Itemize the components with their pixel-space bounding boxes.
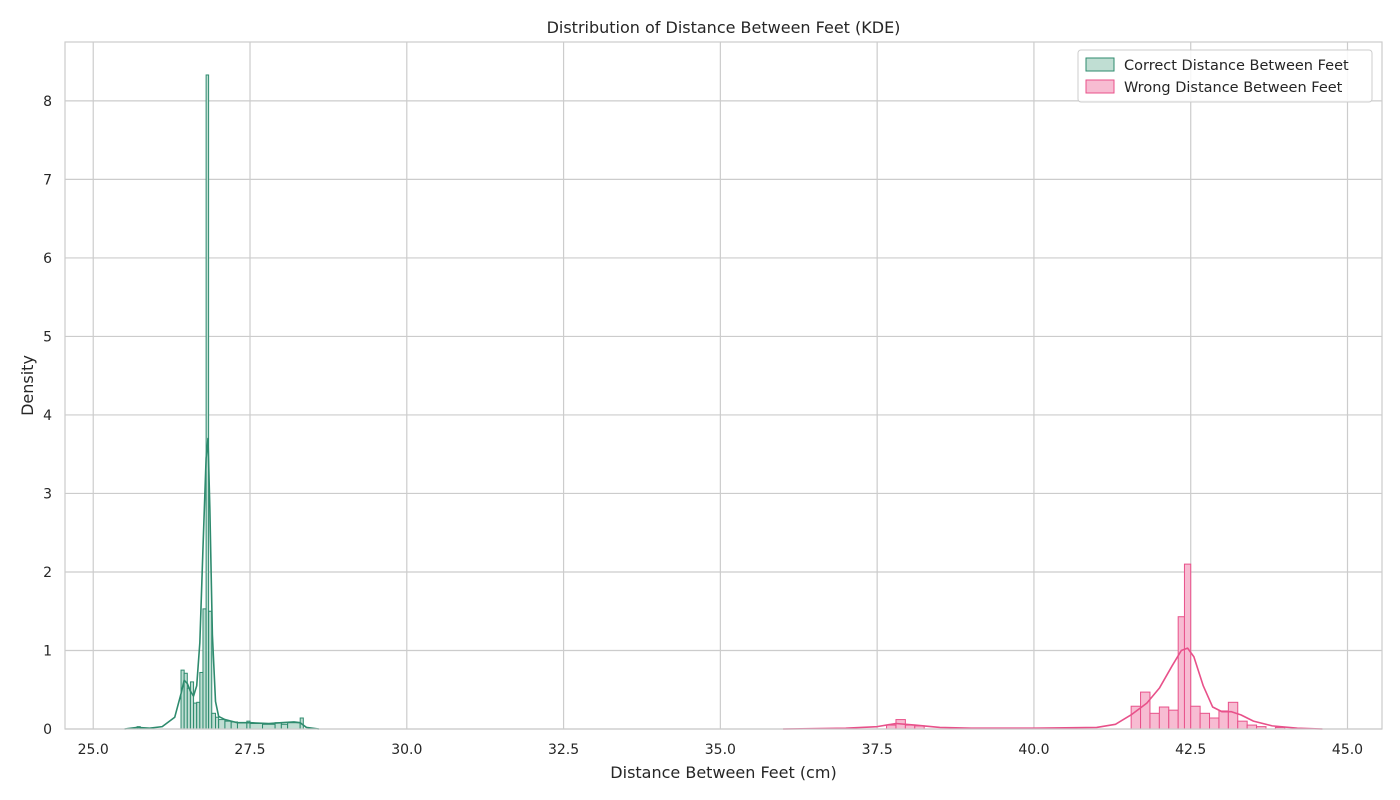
y-tick-label: 8 [43,94,52,110]
plot-frame [64,41,1383,730]
y-tick-label: 7 [43,172,52,188]
y-tick-labels: 0 1 2 3 4 5 6 7 8 [43,94,52,738]
y-tick-label: 1 [43,643,52,659]
x-tick-label: 42.5 [1175,742,1206,758]
histogram-series-wrong [886,563,1286,730]
x-tick-label: 40.0 [1018,742,1049,758]
x-tick-label: 37.5 [862,742,893,758]
x-tick-label: 35.0 [705,742,736,758]
legend-label-wrong: Wrong Distance Between Feet [1124,80,1343,96]
y-tick-label: 4 [43,408,52,424]
histogram-series-correct [136,74,304,730]
histogram-bar [1158,706,1170,730]
histogram-bar [1140,691,1151,730]
legend-swatch-wrong [1085,79,1115,94]
histogram-bar [280,723,289,730]
chart-title: Distribution of Distance Between Feet (K… [547,18,901,37]
histogram-bar [1199,712,1211,730]
histogram-bar [249,723,264,730]
histogram-bar [236,722,248,730]
histogram-bar [1237,720,1248,730]
histogram-bar [211,712,217,730]
x-tick-label: 32.5 [548,742,579,758]
histogram-bar [1227,701,1239,730]
y-axis-label: Density [18,355,37,416]
x-tick-label: 30.0 [391,742,422,758]
y-tick-label: 2 [43,565,52,581]
x-tick-labels: 25.0 27.5 30.0 32.5 35.0 37.5 40.0 42.5 45.0 [78,742,1363,758]
histogram-bar [1177,616,1185,730]
histogram-bar [1218,710,1229,730]
histogram-bar [1149,712,1160,730]
x-axis-label: Distance Between Feet (cm) [610,763,836,782]
kde-curves [124,437,1323,730]
histogram-bar [208,610,213,730]
histogram-bars [136,74,1286,730]
histogram-bar [218,719,226,730]
histogram-bar [287,722,301,730]
legend-label-correct: Correct Distance Between Feet [1124,58,1349,74]
y-tick-label: 3 [43,486,52,502]
kde-line-wrong [783,647,1323,730]
histogram-bar [1209,717,1220,730]
histogram-bar [262,723,276,730]
x-tick-label: 27.5 [234,742,265,758]
legend: Correct Distance Between Feet Wrong Dist… [1077,49,1373,103]
y-tick-label: 0 [43,722,52,738]
kde-line-correct [124,437,320,730]
x-tick-label: 25.0 [78,742,109,758]
histogram-bar [1183,563,1192,730]
histogram-bar [224,720,232,730]
histogram-bar [1168,709,1179,730]
histogram-bar [1190,705,1201,730]
x-tick-label: 45.0 [1332,742,1363,758]
legend-box [1077,49,1373,103]
grid [65,42,1382,730]
y-tick-label: 6 [43,251,52,267]
legend-swatch-correct [1085,57,1115,72]
y-tick-label: 5 [43,329,52,345]
